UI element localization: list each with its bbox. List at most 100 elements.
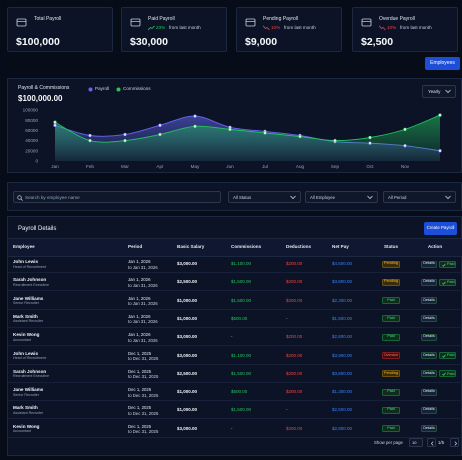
filter-select[interactable]: All Employee — [305, 191, 378, 203]
icon-frame — [130, 18, 141, 27]
x-tick-label: Mar — [121, 164, 129, 169]
data-point — [53, 123, 57, 128]
x-tick-label: Jul — [262, 164, 268, 169]
mark-paid-button[interactable]: Paid — [439, 370, 456, 378]
deduction: $200.00 — [286, 352, 303, 358]
row-divider — [8, 326, 462, 328]
per-page-select[interactable]: 10 — [409, 438, 423, 447]
period-start: Jan 1, 2026 — [128, 332, 151, 338]
status-badge: Paid — [382, 406, 400, 414]
employee-role: Senior Recruiter — [13, 301, 39, 306]
net-pay: $2,800.00 — [332, 334, 353, 340]
deduction: - — [286, 407, 288, 413]
status-badge: Pending — [382, 278, 400, 286]
mark-paid-button[interactable]: Paid — [439, 260, 456, 268]
x-tick-label: May — [191, 164, 200, 169]
details-button[interactable]: Details — [421, 425, 437, 433]
period-end: to Dec 31, 2025 — [128, 356, 159, 361]
filter-select[interactable]: All Status — [228, 191, 301, 203]
basic-salary: $3,000.00 — [177, 352, 198, 358]
commission: $1,100.00 — [231, 352, 252, 358]
status-badge: Overdue — [382, 352, 400, 359]
status-badge: Paid — [382, 297, 400, 305]
y-tick-label: 100000 — [23, 108, 39, 113]
deduction: - — [286, 315, 288, 321]
next-page-button[interactable] — [450, 438, 459, 447]
mark-paid-text: Paid — [447, 261, 455, 266]
deduction: $200.00 — [286, 297, 303, 303]
prev-page-button[interactable] — [427, 438, 436, 447]
create-payroll-button[interactable]: Create Payroll — [424, 222, 457, 235]
employee-name: Sarah Johnson — [13, 277, 47, 283]
details-button[interactable]: Details — [421, 315, 437, 323]
commission: $1,500.00 — [231, 407, 252, 413]
mark-paid-button[interactable]: Paid — [439, 352, 456, 359]
details-button[interactable]: Details — [421, 370, 437, 378]
employee-name: Kevin Wong — [13, 423, 40, 429]
search-input[interactable]: Search by employee name — [13, 191, 221, 203]
details-button[interactable]: Details — [421, 388, 437, 396]
card-change: 10% — [387, 25, 397, 30]
details-button[interactable]: Details — [421, 406, 437, 414]
chart-title: Payroll & Commissions — [18, 85, 70, 91]
data-point — [333, 138, 337, 143]
x-tick-label: Jun — [226, 164, 234, 169]
status-badge: Paid — [382, 425, 400, 433]
data-point — [193, 124, 197, 129]
period-start: Dec 1, 2025 — [128, 423, 152, 429]
card-icon — [245, 18, 256, 27]
legend-label[interactable]: Payroll — [95, 86, 110, 91]
row-divider — [8, 400, 462, 402]
deduction: $200.00 — [286, 389, 303, 395]
employees-button[interactable]: Employees — [425, 57, 460, 70]
trend-arrow — [263, 25, 270, 31]
commission: - — [231, 334, 233, 340]
basic-salary: $3,000.00 — [177, 261, 198, 266]
basic-salary: $1,000.00 — [177, 407, 198, 413]
row-divider — [8, 363, 462, 365]
row-divider — [8, 272, 462, 273]
basic-salary: $3,000.00 — [177, 334, 198, 340]
details-button[interactable]: Details — [421, 297, 437, 305]
column-header: Deductions — [286, 243, 312, 249]
data-point — [53, 120, 57, 124]
data-point — [368, 141, 372, 145]
period-end: to Dec 31, 2025 — [128, 410, 159, 416]
column-header: Net Pay — [332, 243, 349, 249]
status-badge: Pending — [382, 370, 400, 378]
details-button[interactable]: Details — [421, 333, 437, 341]
details-button[interactable]: Details — [421, 260, 437, 268]
arrow — [454, 440, 457, 446]
icon-frame — [16, 18, 27, 27]
period-end: to Dec 31, 2025 — [128, 429, 159, 435]
per-page-label: Show per page — [374, 440, 403, 445]
area-chart: 0 20000 40000 60000 80000 100000 Jan Feb Mar Apr M… — [23, 108, 442, 169]
commission: $1,500.00 — [231, 279, 252, 285]
trend-line — [148, 25, 155, 31]
period-select-text: Yearly — [428, 88, 441, 94]
details-button[interactable]: Details — [421, 352, 437, 359]
table-panel: Payroll Details Create Payroll Employee Per… — [7, 216, 462, 456]
arrow — [430, 440, 433, 446]
net-pay: $1,500.00 — [332, 315, 353, 321]
card-change: 23% — [156, 25, 166, 30]
period-start: Dec 1, 2025 — [128, 368, 152, 374]
select-caret — [445, 89, 451, 94]
data-point — [403, 143, 407, 148]
x-tick-label: Jan — [51, 164, 59, 169]
period-end: to Dec 31, 2025 — [128, 374, 159, 380]
period-start: Dec 1, 2025 — [128, 405, 152, 411]
check — [441, 281, 446, 285]
select-caret — [445, 195, 451, 200]
filter-select[interactable]: All Period — [383, 191, 456, 203]
details-button[interactable]: Details — [421, 278, 437, 286]
net-pay: $3,900.00 — [332, 352, 353, 358]
employee-name: Jane Williams — [13, 387, 44, 393]
period-end: to Jan 31, 2026 — [128, 337, 158, 343]
legend-label[interactable]: Commissions — [123, 86, 151, 91]
search-icon — [17, 194, 23, 201]
mark-paid-text: Paid — [447, 280, 455, 285]
mark-paid-button[interactable]: Paid — [439, 278, 456, 286]
period-select[interactable]: Yearly — [422, 85, 456, 98]
check — [441, 263, 446, 267]
